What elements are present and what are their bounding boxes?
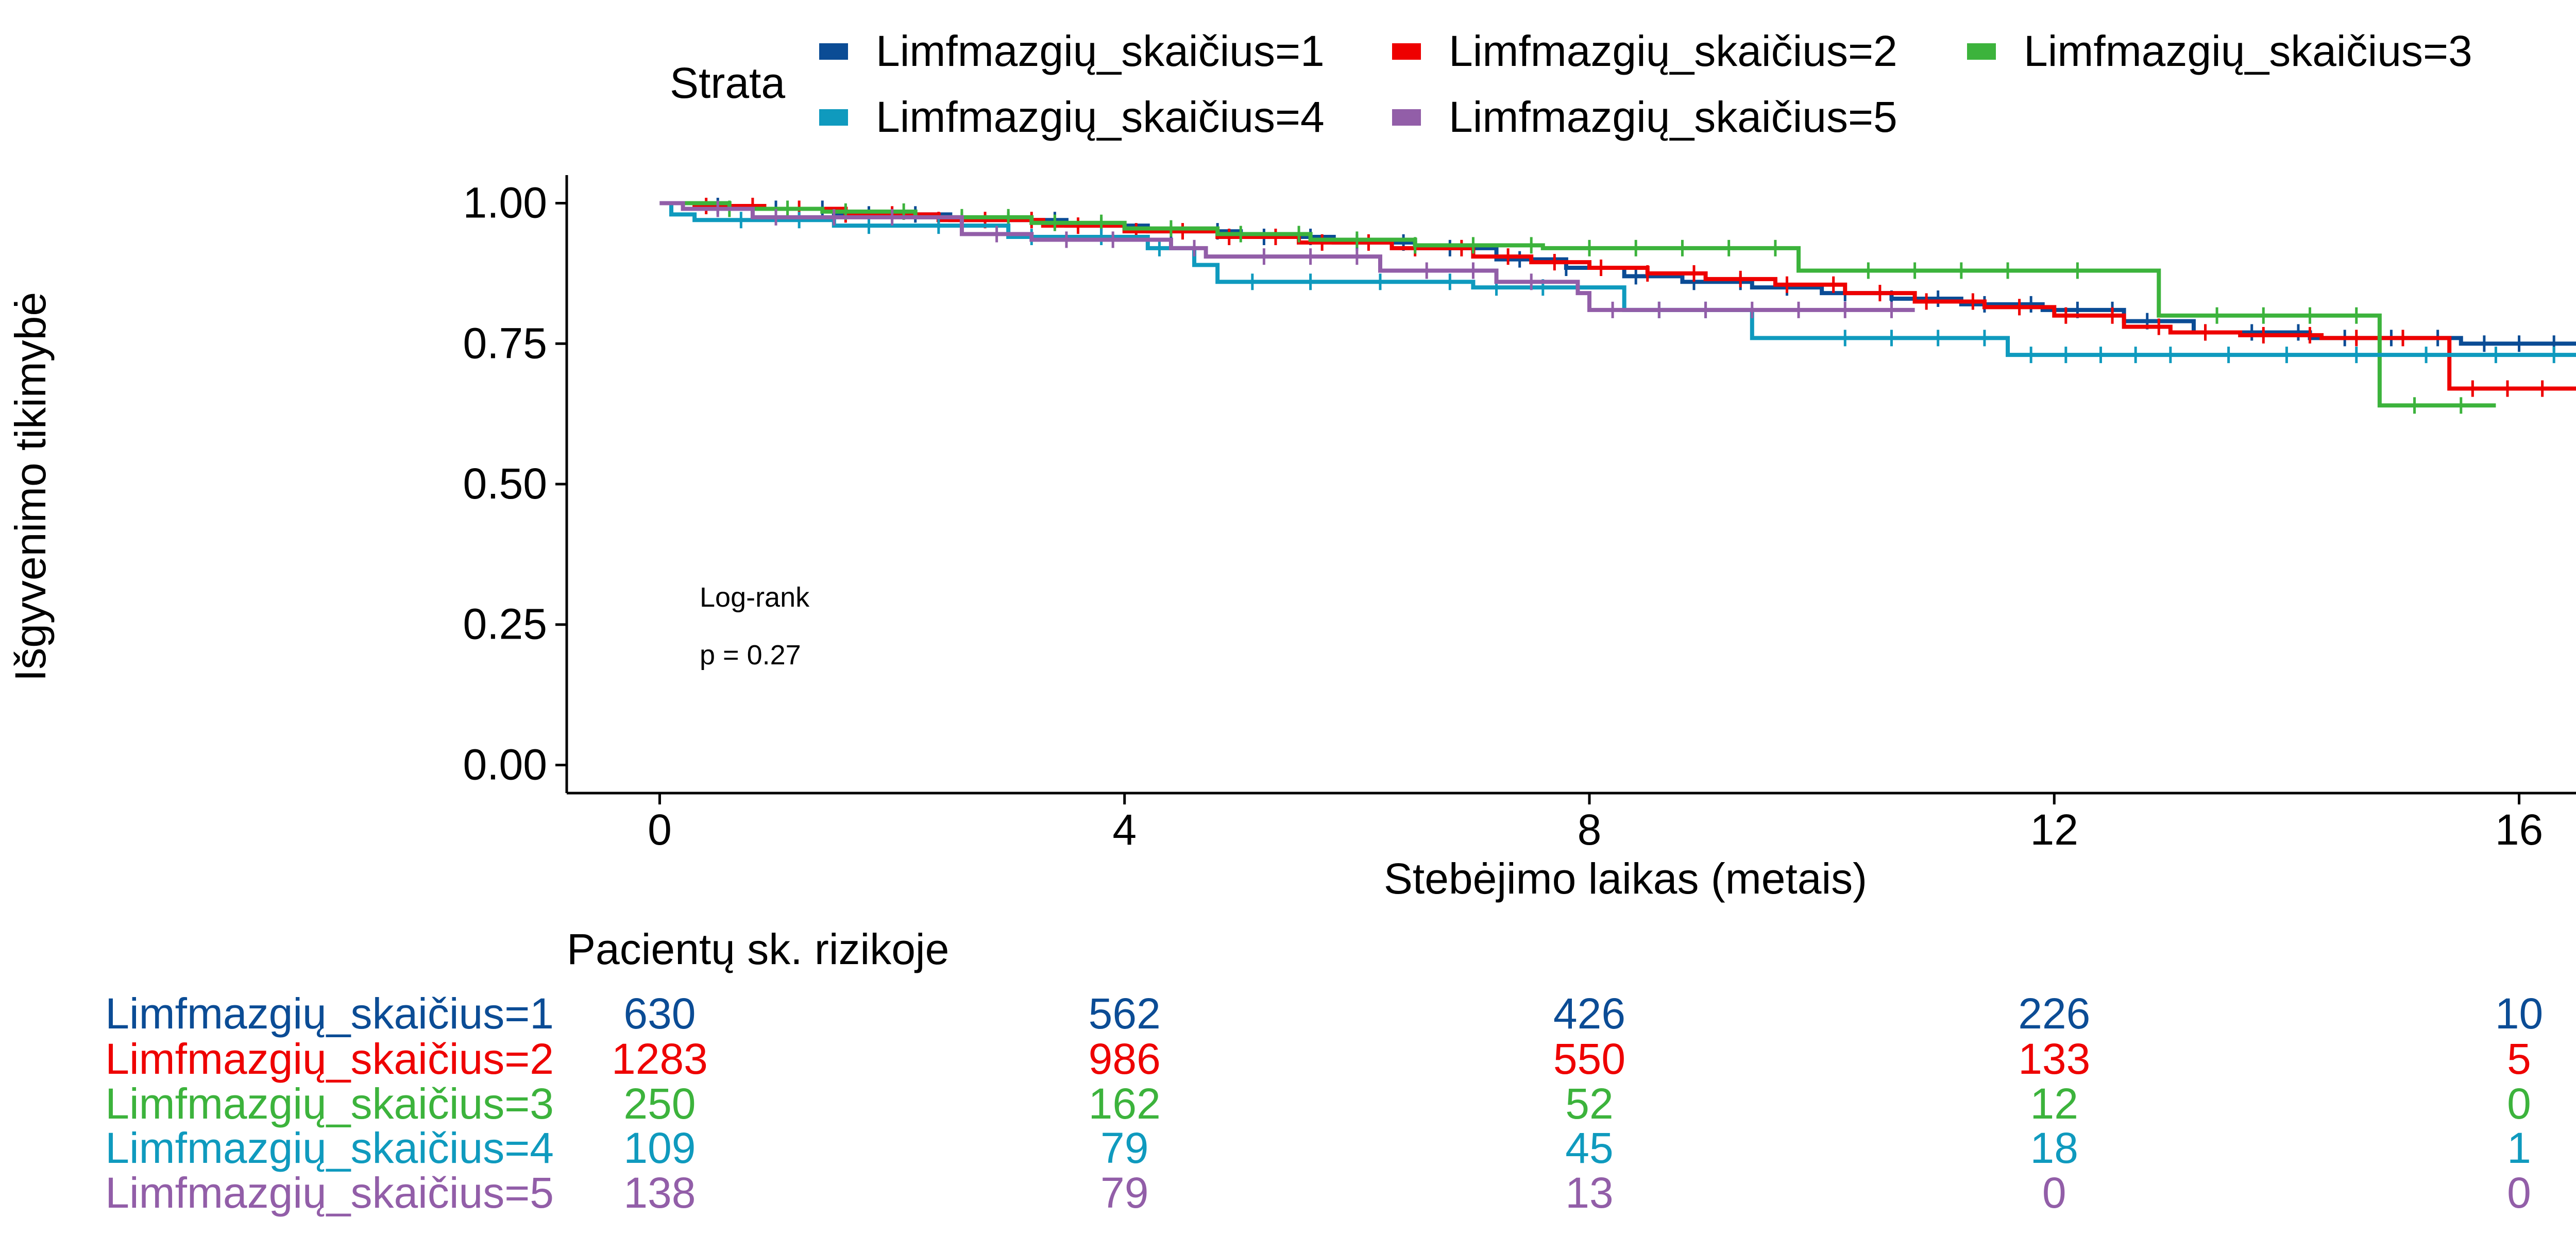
risk-count: 1283 <box>612 1035 708 1083</box>
survival-curves <box>659 198 2576 414</box>
risk-row-2: Limfmazgių_skaičius=2 1283 986 550 133 5 <box>105 1035 2531 1083</box>
risk-count: 138 <box>623 1169 696 1217</box>
risk-count: 0 <box>2507 1169 2531 1217</box>
series-5 <box>659 200 1915 318</box>
legend-item-5: Limfmazgių_skaičius=5 <box>1392 93 1897 141</box>
legend-swatch <box>1392 43 1421 60</box>
x-tick-label: 12 <box>2030 805 2078 854</box>
risk-count: 250 <box>623 1079 696 1128</box>
y-tick-label: 0.25 <box>463 600 548 648</box>
risk-count: 550 <box>1553 1035 1625 1083</box>
risk-table-title: Pacientų sk. rizikoje <box>567 925 949 973</box>
risk-count: 162 <box>1089 1079 1161 1128</box>
legend-label: Limfmazgių_skaičius=5 <box>1449 93 1897 141</box>
risk-count: 12 <box>2030 1079 2078 1128</box>
risk-count: 52 <box>1565 1079 1613 1128</box>
series-4 <box>659 201 2576 364</box>
y-tick-label: 1.00 <box>463 179 548 227</box>
legend-swatch <box>1967 43 1996 60</box>
series-3 <box>659 200 2496 414</box>
risk-count: 133 <box>2018 1035 2090 1083</box>
risk-count: 10 <box>2495 989 2543 1038</box>
risk-count: 45 <box>1565 1124 1613 1172</box>
legend-swatch <box>819 109 848 126</box>
legend-label: Limfmazgių_skaičius=2 <box>1449 27 1897 75</box>
risk-count: 109 <box>623 1124 696 1172</box>
risk-count: 79 <box>1100 1169 1148 1217</box>
risk-count: 562 <box>1089 989 1161 1038</box>
axes: 0.00 0.25 0.50 0.75 1.00 0 4 8 12 16 <box>463 175 2576 854</box>
risk-row-1: Limfmazgių_skaičius=1 630 562 426 226 10 <box>105 989 2543 1038</box>
risk-count: 986 <box>1089 1035 1161 1083</box>
legend-title: Strata <box>670 59 785 107</box>
x-tick-label: 0 <box>648 805 672 854</box>
risk-count: 630 <box>623 989 696 1038</box>
risk-row-label: Limfmazgių_skaičius=1 <box>105 989 554 1038</box>
risk-count: 226 <box>2018 989 2090 1038</box>
risk-row-label: Limfmazgių_skaičius=5 <box>105 1169 554 1217</box>
risk-count: 426 <box>1553 989 1625 1038</box>
risk-count: 13 <box>1565 1169 1613 1217</box>
logrank-pvalue: p = 0.27 <box>700 640 801 671</box>
survival-curve <box>659 201 2576 391</box>
risk-count: 1 <box>2507 1124 2531 1172</box>
x-tick-label: 8 <box>1578 805 1602 854</box>
x-tick-label: 4 <box>1112 805 1137 854</box>
risk-count: 0 <box>2507 1079 2531 1128</box>
risk-row-label: Limfmazgių_skaičius=3 <box>105 1079 554 1128</box>
risk-row-label: Limfmazgių_skaičius=2 <box>105 1035 554 1083</box>
survival-curve <box>659 201 2496 408</box>
legend-item-1: Limfmazgių_skaičius=1 <box>819 27 1325 75</box>
risk-table: Pacientų sk. rizikoje Limfmazgių_skaičiu… <box>105 925 2543 1217</box>
legend-label: Limfmazgių_skaičius=3 <box>2024 27 2472 75</box>
legend-label: Limfmazgių_skaičius=4 <box>876 93 1325 141</box>
legend-item-2: Limfmazgių_skaičius=2 <box>1392 27 1897 75</box>
risk-row-3: Limfmazgių_skaičius=3 250 162 52 12 0 <box>105 1079 2531 1128</box>
risk-row-4: Limfmazgių_skaičius=4 109 79 45 18 1 <box>105 1124 2531 1172</box>
survival-curve <box>659 201 1915 312</box>
legend-swatch <box>819 43 848 60</box>
logrank-label: Log-rank <box>700 582 810 613</box>
x-tick-label: 16 <box>2495 805 2543 854</box>
risk-count: 79 <box>1100 1124 1148 1172</box>
risk-count: 5 <box>2507 1035 2531 1083</box>
risk-row-label: Limfmazgių_skaičius=4 <box>105 1124 554 1172</box>
risk-row-5: Limfmazgių_skaičius=5 138 79 13 0 0 <box>105 1169 2531 1217</box>
y-axis-label: Išgyvenimo tikimybė <box>6 292 55 681</box>
risk-count: 18 <box>2030 1124 2078 1172</box>
legend-swatch <box>1392 109 1421 126</box>
y-tick-label: 0.50 <box>463 459 548 508</box>
legend-item-4: Limfmazgių_skaičius=4 <box>819 93 1325 141</box>
y-tick-label: 0.75 <box>463 319 548 367</box>
legend-label: Limfmazgių_skaičius=1 <box>876 27 1325 75</box>
risk-count: 0 <box>2042 1169 2066 1217</box>
legend-item-3: Limfmazgių_skaičius=3 <box>1967 27 2472 75</box>
y-tick-label: 0.00 <box>463 740 548 788</box>
x-axis-label: Stebėjimo laikas (metais) <box>1384 854 1867 903</box>
legend: Strata Limfmazgių_skaičius=1 Limfmazgių_s… <box>670 27 2472 141</box>
survival-plot: 0.00 0.25 0.50 0.75 1.00 0 4 8 12 16 Išgyvenimo t… <box>6 175 2576 903</box>
